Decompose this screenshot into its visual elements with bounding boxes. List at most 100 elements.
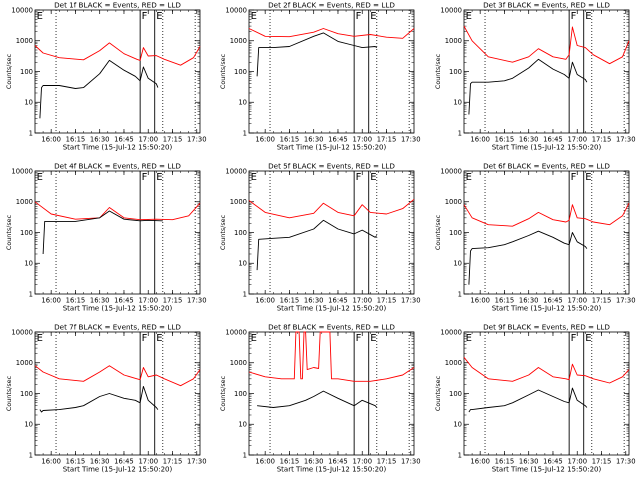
marker-label-f: F: [356, 11, 362, 22]
panel-title: Det 2f BLACK = Events, RED = LLD: [268, 1, 395, 10]
panel-1: Det 1f BLACK = Events, RED = LLD 1 10 100 10…: [5, 1, 207, 152]
series-line-red-lld: [34, 42, 201, 66]
y-axis-label: Counts/sec: [434, 375, 442, 411]
series-line-red-lld: [34, 365, 201, 387]
y-tick-label: 100: [20, 390, 33, 398]
x-tick-label: 17:00: [138, 458, 158, 466]
plot-frame: [248, 331, 415, 456]
x-tick-label: 17:30: [187, 458, 207, 466]
marker-label-f: F: [356, 172, 362, 183]
x-tick-label: 17:15: [163, 297, 183, 305]
series-line-black-events: [256, 219, 378, 271]
panel-title: Det 9f BLACK = Events, RED = LLD: [483, 323, 610, 332]
y-tick-label: 10: [453, 260, 462, 268]
x-tick-label: 17:30: [616, 458, 636, 466]
x-tick-label: 17:00: [352, 458, 372, 466]
x-tick-label: 16:45: [543, 136, 563, 144]
series-line-red-lld: [34, 201, 201, 221]
x-tick-label: 16:30: [519, 458, 539, 466]
x-axis-label: Start Time (15-Jul-12 15:50:20): [492, 144, 602, 152]
y-tick-label: 100: [20, 229, 33, 237]
series-line-black-events: [468, 387, 588, 413]
y-tick-label: 10: [24, 421, 33, 429]
y-tick-label: 10: [453, 99, 462, 107]
marker-label-e: E: [156, 172, 162, 183]
panel-2: Det 2f BLACK = Events, RED = LLD 1 10 100 10…: [219, 1, 421, 152]
panel-title: Det 5f BLACK = Events, RED = LLD: [268, 162, 395, 171]
panel-4: Det 4f BLACK = Events, RED = LLD 1 10 100 10…: [5, 162, 207, 313]
x-tick-label: 16:45: [328, 297, 348, 305]
y-tick-label: 1: [243, 451, 247, 459]
x-tick-label: 16:30: [90, 458, 110, 466]
x-axis-label: Start Time (15-Jul-12 15:50:20): [63, 305, 173, 313]
marker-label-e-left: E: [37, 333, 43, 344]
marker-label-e-left: E: [251, 172, 257, 183]
x-axis-label: Start Time (15-Jul-12 15:50:20): [277, 305, 387, 313]
x-tick-label: 16:30: [519, 297, 539, 305]
y-tick-label: 10000: [440, 167, 462, 175]
y-axis-label: Counts/sec: [434, 214, 442, 250]
series-line-red-lld: [248, 28, 415, 39]
marker-label-f: F: [571, 333, 577, 344]
x-tick-label: 16:00: [255, 136, 275, 144]
panel-title: Det 4f BLACK = Events, RED = LLD: [54, 162, 181, 171]
x-tick-label: 16:00: [470, 458, 490, 466]
x-tick-label: 17:30: [187, 136, 207, 144]
x-tick-label: 16:00: [255, 458, 275, 466]
x-tick-label: 17:00: [138, 136, 158, 144]
series-line-black-events: [468, 230, 588, 285]
y-tick-label: 10000: [11, 328, 33, 336]
y-axis-label: Counts/sec: [5, 214, 13, 250]
y-tick-label: 1: [29, 451, 33, 459]
series-line-black-events: [39, 59, 159, 119]
x-axis-label: Start Time (15-Jul-12 15:50:20): [492, 466, 602, 474]
y-tick-label: 1: [29, 290, 33, 298]
y-tick-label: 100: [449, 229, 462, 237]
y-tick-label: 10000: [440, 6, 462, 14]
x-tick-label: 16:00: [255, 297, 275, 305]
x-tick-label: 16:45: [328, 136, 348, 144]
marker-label-f: F: [142, 11, 148, 22]
plot-frame: [463, 170, 630, 295]
x-tick-label: 17:15: [377, 136, 397, 144]
series-line-black-events: [39, 385, 159, 413]
y-tick-label: 100: [449, 68, 462, 76]
marker-label-e-left: E: [251, 11, 257, 22]
marker-label-e: E: [156, 11, 162, 22]
y-tick-label: 1: [458, 451, 462, 459]
y-tick-label: 1000: [445, 359, 462, 367]
y-tick-label: 1000: [230, 359, 247, 367]
y-tick-label: 10: [24, 99, 33, 107]
x-tick-label: 16:15: [66, 458, 86, 466]
x-tick-label: 16:30: [90, 297, 110, 305]
y-tick-label: 1000: [230, 198, 247, 206]
marker-label-e-left: E: [37, 172, 43, 183]
x-tick-label: 16:30: [304, 458, 324, 466]
y-tick-label: 1000: [16, 198, 33, 206]
x-tick-label: 16:30: [90, 136, 110, 144]
y-tick-label: 1000: [16, 37, 33, 45]
x-tick-label: 17:15: [377, 458, 397, 466]
x-tick-label: 17:15: [592, 136, 612, 144]
x-tick-label: 16:45: [543, 458, 563, 466]
marker-label-e-left: E: [37, 11, 43, 22]
x-tick-label: 17:30: [401, 136, 421, 144]
x-tick-label: 16:15: [66, 136, 86, 144]
y-tick-label: 10000: [225, 167, 247, 175]
x-tick-label: 16:45: [543, 297, 563, 305]
series-line-red-lld: [463, 357, 630, 384]
plot-frame: [34, 331, 201, 456]
y-tick-label: 10000: [11, 6, 33, 14]
y-tick-label: 10: [238, 99, 247, 107]
x-tick-label: 16:00: [41, 297, 61, 305]
panel-5: Det 5f BLACK = Events, RED = LLD 1 10 100 10…: [219, 162, 421, 313]
y-tick-label: 10000: [225, 328, 247, 336]
y-tick-label: 1: [458, 129, 462, 137]
panel-6: Det 6f BLACK = Events, RED = LLD 1 10 100 10…: [434, 162, 636, 313]
y-tick-label: 100: [234, 229, 247, 237]
x-tick-label: 17:00: [138, 297, 158, 305]
x-tick-label: 17:15: [163, 458, 183, 466]
x-tick-label: 17:00: [352, 136, 372, 144]
series-line-black-events: [257, 390, 378, 408]
panel-title: Det 8f BLACK = Events, RED = LLD: [268, 323, 395, 332]
